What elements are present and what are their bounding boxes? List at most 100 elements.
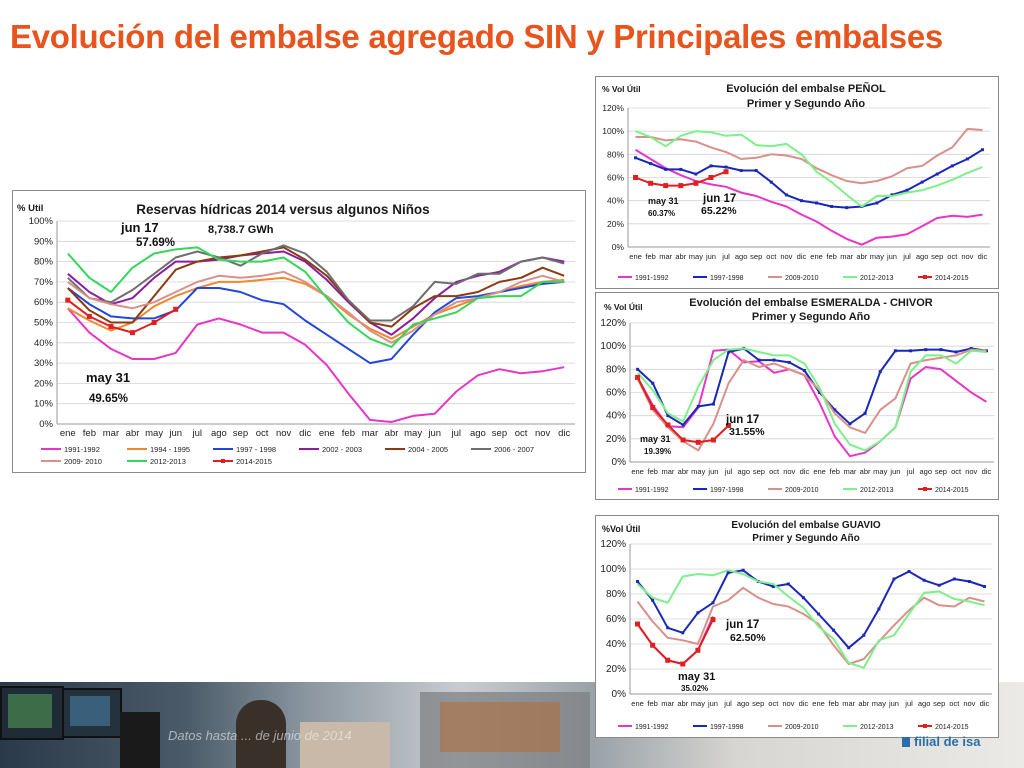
annotation-may-label: may 31 xyxy=(648,196,679,206)
data-point xyxy=(650,642,656,648)
x-tick-label: dic xyxy=(800,467,810,476)
y-tick-label: 50% xyxy=(34,318,54,329)
x-tick-label: abr xyxy=(677,699,688,708)
annotation-may-value: 60.37% xyxy=(648,209,675,218)
legend-label: 1997-1998 xyxy=(710,275,744,282)
y-tick-label: 80% xyxy=(606,364,626,375)
x-tick-label: sep xyxy=(492,428,507,439)
legend-marker xyxy=(923,724,927,728)
legend-label: 2009- 2010 xyxy=(64,457,102,466)
x-tick-label: may xyxy=(872,699,886,708)
y-tick-label: 80% xyxy=(607,149,624,159)
data-point xyxy=(771,585,775,588)
data-point xyxy=(815,201,819,205)
data-point xyxy=(633,175,639,180)
data-point xyxy=(666,414,670,418)
chart-guavio: Evolución del embalse GUAVIO Primer y Seg… xyxy=(600,520,992,731)
x-tick-label: dic xyxy=(558,428,570,439)
data-point xyxy=(817,612,821,616)
data-point xyxy=(695,647,701,653)
data-point xyxy=(848,422,852,426)
x-tick-label: ene xyxy=(631,467,644,476)
data-point xyxy=(801,596,805,600)
data-point xyxy=(950,164,954,168)
data-point xyxy=(666,626,670,630)
x-tick-label: jun xyxy=(889,467,900,476)
x-tick-label: ago xyxy=(735,252,748,261)
data-point xyxy=(739,169,743,173)
series-line-2002-2003 xyxy=(67,250,565,336)
series-line-2009-2010 xyxy=(636,348,987,452)
y-tick-label: 100% xyxy=(600,341,626,352)
series-line-2014-2015 xyxy=(67,299,177,334)
x-tick-label: may xyxy=(691,467,705,476)
data-point xyxy=(679,167,683,171)
x-tick-label: abr xyxy=(675,252,686,261)
data-point xyxy=(847,646,851,650)
data-point xyxy=(711,601,715,605)
data-point xyxy=(799,199,803,203)
data-point xyxy=(965,157,969,161)
data-point xyxy=(727,350,731,354)
x-tick-label: ene xyxy=(810,252,823,261)
x-tick-label: nov xyxy=(276,428,292,439)
y-tick-label: 60% xyxy=(34,297,54,308)
series-line-1997-1998 xyxy=(67,280,565,365)
legend-label: 2009-2010 xyxy=(785,724,819,731)
y-tick-label: 20% xyxy=(34,378,54,389)
data-point xyxy=(696,404,700,408)
x-tick-label: nov xyxy=(961,252,973,261)
y-tick-label: 100% xyxy=(29,216,54,227)
data-point xyxy=(907,570,911,573)
series-line-2012-2013 xyxy=(635,130,983,208)
x-tick-label: jun xyxy=(705,252,716,261)
x-tick-label: dic xyxy=(982,467,992,476)
data-point xyxy=(920,180,924,184)
x-tick-label: feb xyxy=(645,252,655,261)
y-tick-label: 20% xyxy=(606,434,626,445)
data-point xyxy=(909,349,913,353)
series-line-2014-2015 xyxy=(636,619,714,665)
x-tick-label: mar xyxy=(103,428,119,439)
y-tick-label: 10% xyxy=(34,399,54,410)
company-logo: filial de isa xyxy=(902,734,980,749)
chart-title: Evolución del embalse ESMERALDA - CHIVOR xyxy=(689,297,933,309)
y-axis-label: % Vol Útil xyxy=(604,301,643,312)
annotation-may-label: may 31 xyxy=(86,370,130,385)
x-tick-label: abr xyxy=(678,467,689,476)
chart-panel-penol: Evolución del embalse PEÑOL Primer y Segu… xyxy=(595,76,999,289)
data-point xyxy=(924,348,928,352)
chart-title: Evolución del embalse PEÑOL xyxy=(726,82,886,95)
x-tick-label: ago xyxy=(918,699,931,708)
y-tick-label: 40% xyxy=(606,411,626,422)
x-tick-label: oct xyxy=(768,699,779,708)
x-tick-label: oct xyxy=(949,699,960,708)
annotation-jun-label: jun 17 xyxy=(702,193,736,205)
data-point xyxy=(862,633,866,637)
legend-label: 2012-2013 xyxy=(860,275,894,282)
legend-label: 2006 - 2007 xyxy=(494,445,534,454)
y-tick-label: 0% xyxy=(39,419,53,430)
x-tick-label: oct xyxy=(769,467,780,476)
chart-title: Evolución del embalse GUAVIO xyxy=(731,520,881,531)
data-point xyxy=(680,437,686,443)
x-tick-label: oct xyxy=(951,467,962,476)
data-point xyxy=(710,617,716,623)
y-axis-label: %Vol Útil xyxy=(602,523,640,534)
y-tick-label: 40% xyxy=(607,196,624,206)
series-line-2004-2005 xyxy=(67,246,565,328)
data-point xyxy=(695,439,701,445)
series-line-1991-1992 xyxy=(634,148,983,246)
data-point xyxy=(980,148,984,152)
data-point xyxy=(832,628,836,632)
chart-panel-guavio: Evolución del embalse GUAVIO Primer y Seg… xyxy=(595,515,999,738)
series-line-1997-1998 xyxy=(635,148,984,209)
legend-label: 1991-1992 xyxy=(635,275,669,282)
annotation-jun-value: 65.22% xyxy=(701,205,737,217)
x-tick-label: feb xyxy=(342,428,355,439)
x-tick-label: oct xyxy=(947,252,958,261)
x-tick-label: dic xyxy=(980,699,990,708)
legend-label: 2014-2015 xyxy=(935,724,969,731)
chart-panel-esmeralda: Evolución del embalse ESMERALDA - CHIVOR… xyxy=(595,292,999,500)
data-point xyxy=(845,206,849,210)
